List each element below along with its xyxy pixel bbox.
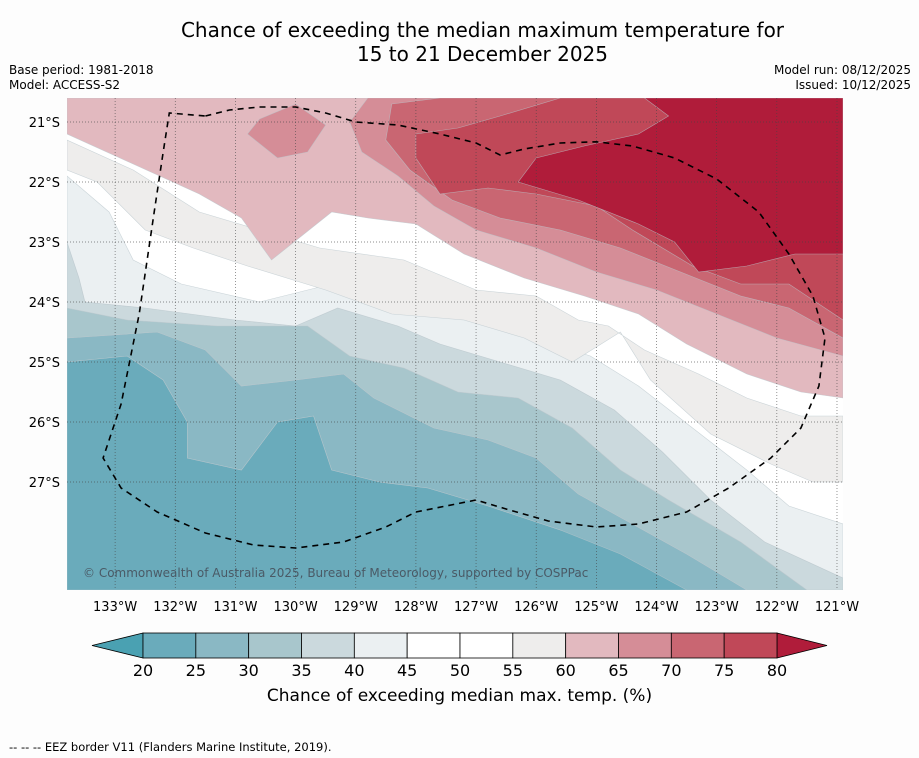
colorbar-tick-label: 50 (450, 661, 470, 680)
longitude-tick-label: 124°W (634, 600, 678, 615)
longitude-tick-label: 123°W (695, 600, 739, 615)
title-line-2: 15 to 21 December 2025 (356, 42, 608, 66)
colorbar-tick-label: 30 (238, 661, 258, 680)
colorbar-bin (670, 632, 725, 659)
longitude-tick-label: 128°W (394, 600, 438, 615)
eez-footnote: -- -- -- EEZ border V11 (Flanders Marine… (9, 740, 332, 754)
colorbar-bin (512, 632, 567, 659)
copyright-text: © Commonwealth of Australia 2025, Bureau… (83, 566, 588, 580)
longitude-tick-label: 132°W (153, 600, 197, 615)
latitude-tick-label: 24°S (29, 296, 60, 311)
colorbar-tick-label: 40 (344, 661, 364, 680)
longitude-tick-label: 125°W (574, 600, 618, 615)
contour-region (67, 139, 843, 483)
colorbar-tick-label: 35 (291, 661, 311, 680)
colorbar-tick-label: 75 (714, 661, 734, 680)
latitude-tick-label: 26°S (29, 416, 60, 431)
colorbar-bin (301, 632, 355, 659)
colorbar-bin (142, 632, 197, 659)
model-run: Model run: 08/12/2025 (773, 63, 911, 77)
eez-border-line (102, 106, 826, 549)
colorbar-tick-label: 80 (767, 661, 787, 680)
colorbar-label: Chance of exceeding median max. temp. (%… (266, 686, 653, 706)
longitude-tick-label: 126°W (514, 600, 558, 615)
colorbar-bin (248, 632, 302, 659)
latitude-tick-label: 22°S (29, 176, 60, 191)
colorbar-bin (618, 632, 672, 659)
contour-fills (67, 98, 843, 590)
longitude-tick-label: 129°W (334, 600, 378, 615)
colorbar-tick-label: 65 (608, 661, 628, 680)
longitude-tick-label: 127°W (454, 600, 498, 615)
latitude-tick-label: 27°S (29, 476, 60, 491)
colorbar-bin (353, 632, 408, 659)
latitude-tick-labels: 21°S 22°S 23°S 24°S 25°S 26°S 27°S (29, 116, 60, 491)
contour-region (517, 98, 843, 273)
model-name: Model: ACCESS-S2 (9, 77, 121, 92)
title-line-1: Chance of exceeding the median maximum t… (180, 18, 785, 42)
latitude-tick-label: 21°S (29, 116, 60, 131)
issued-date: Issued: 10/12/2025 (795, 77, 911, 92)
chart-title: Chance of exceeding the median maximum t… (0, 18, 919, 66)
longitude-tick-label: 121°W (815, 600, 859, 615)
longitude-tick-label: 133°W (93, 600, 137, 615)
colorbar-tick-label: 60 (555, 661, 575, 680)
colorbar-bin (565, 632, 619, 659)
meta-right: Model run: 08/12/2025 Issued: 10/12/2025 (774, 63, 911, 92)
colorbar-bin (406, 632, 461, 659)
graticule (67, 98, 843, 590)
colorbar-over-arrow (776, 632, 828, 659)
colorbar-tick-label: 45 (397, 661, 417, 680)
colorbar-bin (723, 632, 778, 659)
colorbar-under-arrow (91, 632, 144, 659)
longitude-tick-label: 122°W (755, 600, 799, 615)
colorbar-tick-label: 20 (133, 661, 153, 680)
longitude-tick-labels: 133°W 132°W 131°W 130°W 129°W 128°W 127°W 126°W… (93, 600, 859, 615)
meta-left: Base period: 1981-2018 Model: ACCESS-S2 (9, 63, 154, 92)
colorbar-bin (195, 632, 250, 659)
longitude-tick-label: 130°W (274, 600, 318, 615)
colorbar-tick-label: 25 (186, 661, 206, 680)
base-period: Base period: 1981-2018 (9, 63, 154, 77)
map-plot-area: © Commonwealth of Australia 2025, Bureau… (67, 98, 843, 590)
colorbar: 20 25 30 35 40 45 50 55 60 65 70 75 80 (91, 632, 828, 680)
latitude-tick-label: 25°S (29, 356, 60, 371)
latitude-tick-label: 23°S (29, 236, 60, 251)
colorbar-bin (459, 632, 514, 659)
colorbar-tick-label: 70 (661, 661, 681, 680)
colorbar-tick-label: 55 (503, 661, 523, 680)
longitude-tick-label: 131°W (213, 600, 257, 615)
